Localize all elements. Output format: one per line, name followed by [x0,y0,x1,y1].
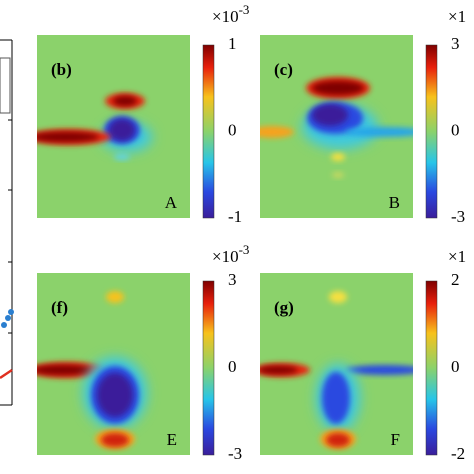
field-pattern [260,291,413,449]
field-blob [312,81,364,95]
field-blob [331,153,345,161]
field-blob [260,366,298,374]
colorbar [202,280,215,456]
field-blob [101,433,129,447]
colorbar-exponent: ×1 [448,7,466,26]
exponent-base: ×1 [448,247,466,266]
exponent-power: -3 [239,242,250,257]
colorbar-tick-label: 1 [228,34,237,53]
colorbar-exponent: ×10-3 [212,242,249,266]
field-blob [326,433,350,447]
colorbar-tick-label: -3 [451,207,465,226]
exponent-base: ×10 [212,7,239,26]
field-blob [37,365,92,375]
colorbar-tick-label: 0 [228,120,237,139]
colorbar [425,44,438,219]
exponent-power: -3 [239,2,250,17]
corner-label: F [391,430,400,449]
colorbar-tick-label: 3 [451,34,460,53]
corner-label: E [167,430,177,449]
field-blob [97,373,133,417]
field-blob [329,291,347,303]
left-partial-plot [0,39,14,406]
exponent-base: ×10 [212,247,239,266]
field-blob [113,96,137,106]
panel: (b) A 1 0 -1 ×10-3 [37,2,249,226]
panel-label: (c) [274,60,293,79]
field-pattern [260,77,413,178]
field-pattern [37,291,147,449]
field-blob [37,132,99,142]
exponent-base: ×1 [448,7,466,26]
colorbar [425,280,438,456]
colorbar-tick-label: -1 [228,207,242,226]
field-blob [345,127,413,137]
panel-label: (f) [51,298,68,317]
colorbar-tick-label: -2 [451,444,465,463]
field-blob [260,126,294,138]
panel: (f)E30-3×10-3 [37,242,249,463]
colorbar [202,44,215,219]
colorbar-tick-label: 0 [451,120,460,139]
panel-label: (g) [274,298,294,317]
field-blob [109,119,135,141]
corner-label: B [389,193,400,212]
field-blob [312,104,348,126]
colorbar-exponent: ×1 [448,247,466,266]
field-blob [332,172,344,178]
panel-label: (b) [51,60,72,79]
colorbar-tick-label: 3 [228,270,237,289]
colorbar-exponent: ×10-3 [212,2,249,26]
colorbar-tick-label: 0 [228,357,237,376]
colorbar-tick-label: 2 [451,270,460,289]
colorbar-tick-label: 0 [451,357,460,376]
panel: (g) F 2 0 -2 ×1 [260,247,466,463]
corner-label: A [165,193,178,212]
colorbar-tick-label: -3 [228,444,242,463]
field-blob [345,365,413,375]
panel: (c) B 3 0 -3 ×1 [260,7,466,226]
field-blob [322,372,350,424]
field-blob [114,154,130,160]
field-blob [106,291,124,303]
field-pattern [37,93,152,160]
